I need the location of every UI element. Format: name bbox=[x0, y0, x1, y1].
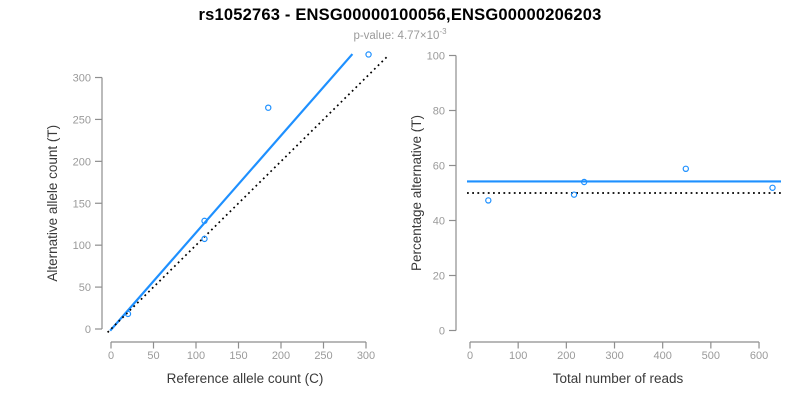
y-tick-label: 300 bbox=[73, 73, 91, 85]
y-tick-label: 50 bbox=[79, 282, 91, 294]
x-tick-label: 100 bbox=[509, 350, 527, 362]
data-point bbox=[570, 191, 578, 198]
data-point bbox=[682, 165, 690, 172]
y-tick-label: 40 bbox=[433, 216, 445, 228]
y-tick-label: 100 bbox=[73, 240, 91, 252]
x-tick-label: 200 bbox=[272, 350, 290, 362]
pvalue-exponent: -3 bbox=[439, 27, 447, 36]
x-tick-label: 100 bbox=[187, 350, 205, 362]
fit-line bbox=[109, 53, 354, 332]
y-tick-label: 150 bbox=[73, 198, 91, 210]
y-tick-label: 250 bbox=[73, 114, 91, 126]
data-point bbox=[201, 235, 208, 243]
x-tick-label: 300 bbox=[357, 350, 375, 362]
allele-count-scatter-x-axis-title: Reference allele count (C) bbox=[167, 371, 324, 386]
data-point bbox=[201, 217, 208, 225]
chart-title: rs1052763 - ENSG00000100056,ENSG00000206… bbox=[198, 6, 602, 24]
x-tick-label: 0 bbox=[467, 350, 473, 362]
y-tick-label: 20 bbox=[433, 271, 445, 283]
y-tick-label: 0 bbox=[439, 326, 445, 338]
allele-count-scatter-panel: 0 50 100 150 200 250 300 0 50 100 150 200 250 300 Refe… bbox=[45, 51, 389, 386]
y-tick-label: 0 bbox=[85, 324, 91, 336]
identity-line bbox=[107, 55, 389, 333]
percentage-vs-reads-scatter-x-axis-title: Total number of reads bbox=[553, 371, 684, 386]
data-point bbox=[265, 104, 272, 111]
data-point bbox=[580, 178, 588, 186]
data-point bbox=[485, 197, 492, 204]
data-point bbox=[365, 51, 372, 58]
percentage-vs-reads-scatter-y-axis-title: Percentage alternative (T) bbox=[409, 115, 424, 271]
y-tick-label: 80 bbox=[433, 106, 445, 118]
y-tick-label: 100 bbox=[427, 51, 445, 63]
x-tick-label: 500 bbox=[702, 350, 720, 362]
x-tick-label: 200 bbox=[557, 350, 575, 362]
percentage-vs-reads-scatter-panel: 0 20 40 60 80 100 0 100 200 300 400 500 600 Total num… bbox=[409, 51, 781, 386]
data-point bbox=[124, 310, 132, 318]
y-tick-label: 200 bbox=[73, 156, 91, 168]
x-tick-label: 250 bbox=[314, 350, 332, 362]
allele-count-scatter-y-axis-title: Alternative allele count (T) bbox=[45, 125, 60, 282]
y-tick-label: 60 bbox=[433, 161, 445, 173]
x-tick-label: 600 bbox=[750, 350, 768, 362]
x-tick-label: 0 bbox=[108, 350, 114, 362]
x-tick-label: 50 bbox=[147, 350, 159, 362]
pvalue-text: p-value: 4.77×10 bbox=[353, 29, 440, 42]
x-tick-label: 300 bbox=[605, 350, 623, 362]
chart-subtitle: p-value: 4.77×10-3 bbox=[0, 27, 800, 42]
x-tick-label: 400 bbox=[654, 350, 672, 362]
data-point bbox=[769, 184, 776, 191]
x-tick-label: 150 bbox=[229, 350, 247, 362]
